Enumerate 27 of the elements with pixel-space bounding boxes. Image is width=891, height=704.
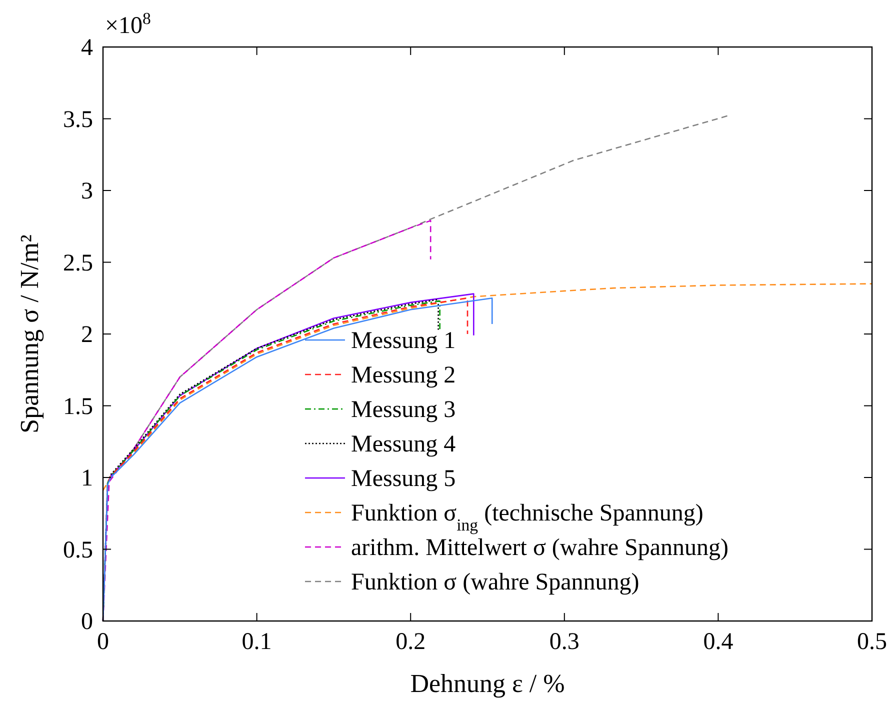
- y-axis-title: Spannung σ / N/m²: [15, 234, 44, 434]
- x-tick-label: 0: [97, 629, 109, 655]
- legend-label: Messung 3: [351, 397, 456, 423]
- x-tick-label: 0.4: [703, 629, 734, 655]
- y-tick-label: 1.5: [63, 394, 93, 420]
- y-tick-label: 2: [81, 322, 93, 348]
- y-tick-label: 0: [81, 609, 93, 635]
- legend-label: Messung 5: [351, 466, 456, 492]
- y-tick-label: 0.5: [63, 537, 93, 564]
- x-tick-label: 0.1: [242, 629, 272, 655]
- text: ×10$^{8}$: [105, 8, 151, 39]
- x-axis-title: Dehnung ε / %: [410, 669, 565, 698]
- y-tick-label: 2.5: [63, 250, 93, 276]
- x-tick-label: 0.5: [857, 629, 887, 655]
- line-series: [102, 283, 873, 492]
- legend-label: Messung 4: [351, 432, 456, 458]
- legend-label: arithm. Mittelwert σ (wahre Spannung): [351, 535, 729, 561]
- legend-label: Messung 2: [351, 362, 456, 388]
- legend-label: Funktion σ (wahre Spannung): [351, 570, 640, 596]
- x-tick-label: 0.3: [549, 629, 580, 655]
- y-tick-label: 1: [81, 466, 93, 492]
- y-tick-label: 3: [81, 178, 93, 204]
- legend-label: Messung 1: [351, 328, 456, 354]
- x-tick-label: 0.2: [396, 629, 426, 655]
- y-tick-label: 4: [81, 35, 93, 61]
- y-tick-label: 3.5: [63, 106, 93, 133]
- legend-label: Funktion σ$_{ing}$ (technische Spannung): [351, 500, 704, 534]
